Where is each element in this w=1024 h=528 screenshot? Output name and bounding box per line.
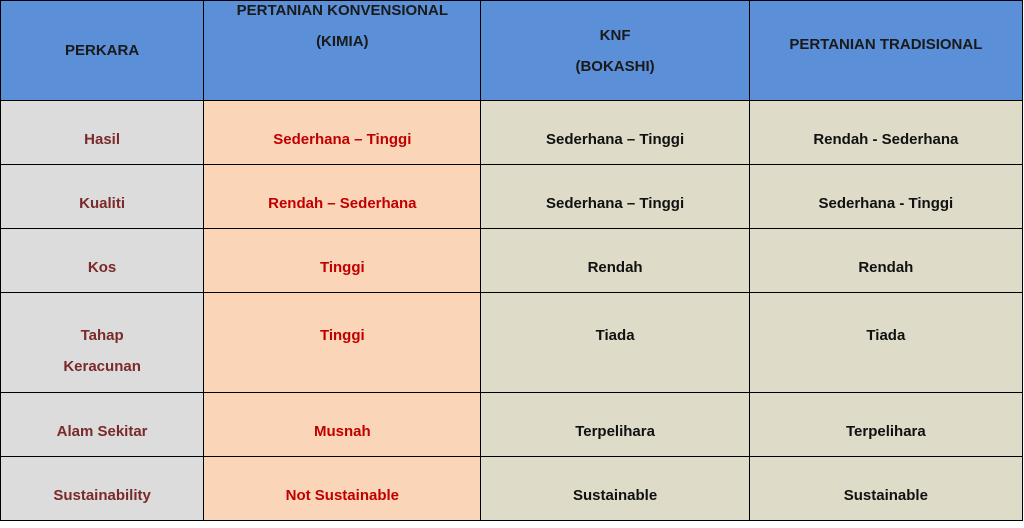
cell-text-line1: Tahap bbox=[80, 327, 124, 344]
cell-text: Terpelihara bbox=[845, 423, 926, 440]
cell-perkara: Hasil bbox=[0, 100, 205, 165]
cell-text: Sederhana – Tinggi bbox=[546, 131, 685, 148]
cell-tradisional: Terpelihara bbox=[748, 392, 1024, 457]
cell-konvensional: Tinggi bbox=[203, 292, 482, 393]
header-tradisional-label: PERTANIAN TRADISIONAL bbox=[789, 36, 983, 53]
cell-konvensional: Musnah bbox=[203, 392, 482, 457]
header-konvensional: PERTANIAN KONVENSIONAL (KIMIA) bbox=[203, 0, 482, 101]
cell-text: Sederhana – Tinggi bbox=[546, 195, 685, 212]
table-row: Alam Sekitar Musnah Terpelihara Terpelih… bbox=[0, 392, 1024, 457]
cell-text: Tiada bbox=[866, 327, 906, 344]
cell-text: Sustainable bbox=[572, 487, 658, 504]
cell-tradisional: Rendah bbox=[748, 228, 1024, 293]
cell-text: Rendah bbox=[587, 259, 643, 276]
cell-text: Terpelihara bbox=[575, 423, 655, 440]
cell-konvensional: Tinggi bbox=[203, 228, 482, 293]
cell-text: Sederhana - Tinggi bbox=[818, 195, 954, 212]
header-konvensional-line2: (KIMIA) bbox=[316, 33, 369, 50]
cell-knf: Tiada bbox=[480, 292, 750, 393]
cell-tradisional: Sederhana - Tinggi bbox=[748, 164, 1024, 229]
cell-text: Sederhana – Tinggi bbox=[273, 131, 412, 148]
cell-konvensional: Rendah – Sederhana bbox=[203, 164, 482, 229]
cell-text: Tinggi bbox=[319, 259, 365, 276]
header-konvensional-line1: PERTANIAN KONVENSIONAL bbox=[236, 2, 449, 19]
table-row: Kos Tinggi Rendah Rendah bbox=[0, 228, 1024, 293]
cell-perkara: Kos bbox=[0, 228, 205, 293]
header-row: PERKARA PERTANIAN KONVENSIONAL (KIMIA) K… bbox=[0, 0, 1024, 101]
header-perkara: PERKARA bbox=[0, 0, 205, 101]
cell-knf: Sederhana – Tinggi bbox=[480, 100, 750, 165]
cell-knf: Rendah bbox=[480, 228, 750, 293]
cell-text: Kualiti bbox=[79, 195, 126, 212]
cell-text-line2: Keracunan bbox=[63, 358, 141, 375]
header-perkara-label: PERKARA bbox=[65, 42, 140, 59]
header-tradisional: PERTANIAN TRADISIONAL bbox=[748, 0, 1024, 101]
cell-text: Musnah bbox=[313, 423, 371, 440]
cell-perkara: Alam Sekitar bbox=[0, 392, 205, 457]
cell-text: Not Sustainable bbox=[285, 487, 399, 504]
table-row: Sustainability Not Sustainable Sustainab… bbox=[0, 456, 1024, 521]
cell-perkara: Tahap Keracunan bbox=[0, 292, 205, 393]
cell-perkara: Sustainability bbox=[0, 456, 205, 521]
cell-text: Tinggi bbox=[319, 327, 365, 344]
cell-text: Alam Sekitar bbox=[56, 423, 148, 440]
cell-text: Sustainability bbox=[53, 487, 151, 504]
cell-knf: Terpelihara bbox=[480, 392, 750, 457]
table-row: Tahap Keracunan Tinggi Tiada Tiada bbox=[0, 292, 1024, 393]
cell-text: Hasil bbox=[84, 131, 121, 148]
cell-knf: Sustainable bbox=[480, 456, 750, 521]
cell-konvensional: Sederhana – Tinggi bbox=[203, 100, 482, 165]
cell-perkara: Kualiti bbox=[0, 164, 205, 229]
cell-text: Tiada bbox=[595, 327, 635, 344]
cell-text: Rendah - Sederhana bbox=[813, 131, 959, 148]
table-row: Kualiti Rendah – Sederhana Sederhana – T… bbox=[0, 164, 1024, 229]
table-row: Hasil Sederhana – Tinggi Sederhana – Tin… bbox=[0, 100, 1024, 165]
header-knf: KNF (BOKASHI) bbox=[480, 0, 750, 101]
cell-text: Rendah – Sederhana bbox=[268, 195, 417, 212]
header-knf-line1: KNF bbox=[599, 26, 631, 44]
cell-text: Rendah bbox=[858, 259, 914, 276]
cell-tradisional: Sustainable bbox=[748, 456, 1024, 521]
cell-tradisional: Tiada bbox=[748, 292, 1024, 393]
cell-text: Sustainable bbox=[843, 487, 928, 504]
cell-knf: Sederhana – Tinggi bbox=[480, 164, 750, 229]
header-knf-line2: (BOKASHI) bbox=[575, 57, 655, 75]
cell-konvensional: Not Sustainable bbox=[203, 456, 482, 521]
cell-text: Kos bbox=[87, 259, 117, 276]
cell-tradisional: Rendah - Sederhana bbox=[748, 100, 1024, 165]
